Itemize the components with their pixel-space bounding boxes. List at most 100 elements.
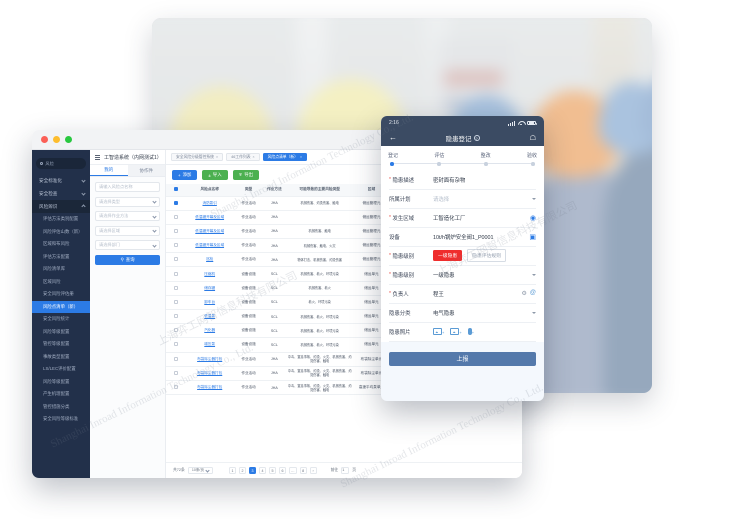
close-button[interactable] — [41, 136, 48, 143]
row-checkbox[interactable] — [173, 328, 178, 333]
action-button-1[interactable]: ± 导入 — [202, 170, 228, 180]
tab-collaboration[interactable]: 协作件 — [127, 165, 165, 176]
filter-field-4[interactable]: 请选择部门 — [95, 240, 160, 250]
row-checkbox-cell[interactable] — [166, 266, 186, 282]
goto-input[interactable]: 1 — [341, 466, 350, 475]
form-value-8[interactable]: + + + — [433, 327, 536, 336]
row-checkbox-cell[interactable] — [166, 252, 186, 268]
breadcrumb-item-2[interactable]: 风险点清单（新） × — [262, 153, 308, 161]
sidebar-item-9[interactable]: 风险等级配置 — [43, 328, 70, 334]
minimize-button[interactable] — [53, 136, 60, 143]
breadcrumb-item-1[interactable]: 46工作列表 × — [226, 153, 260, 161]
filter-field-1[interactable]: 请选择类型 — [95, 196, 160, 207]
sidebar-item-5[interactable]: 区域风险 — [43, 278, 61, 284]
chevron-down-icon[interactable] — [532, 273, 536, 276]
chevron-down-icon[interactable] — [532, 311, 536, 314]
sidebar-search-input[interactable]: 风险 — [36, 158, 86, 169]
sidebar-item-4[interactable]: 风险清单库 — [43, 266, 65, 272]
action-button-2[interactable]: ∓ 导出 — [232, 170, 260, 180]
filter-field-2[interactable]: 请选择作业方法 — [95, 211, 160, 221]
row-checkbox[interactable] — [173, 356, 178, 361]
close-icon[interactable]: × — [215, 155, 219, 159]
row-checkbox-cell[interactable] — [166, 380, 186, 396]
form-value-2[interactable]: 工智造化工厂 ◉ — [433, 214, 536, 222]
sidebar-item-12[interactable]: LS/LEC评价配置 — [43, 366, 76, 372]
table-column-header-0[interactable] — [166, 184, 186, 197]
question-circle-icon[interactable]: ? — [473, 135, 480, 141]
camera-add-icon[interactable]: + — [450, 327, 462, 336]
form-value-4[interactable]: 一级隐患 隐患评估规则 — [433, 249, 536, 263]
tag-0[interactable]: 一级隐患 — [433, 250, 463, 262]
select-all-checkbox[interactable] — [173, 187, 178, 192]
sidebar-item-7[interactable]: 风险点清单（新） — [32, 300, 90, 313]
filter-field-0[interactable]: 请输入风险点名称 — [95, 182, 160, 192]
row-checkbox[interactable] — [173, 299, 178, 304]
voice-add-icon[interactable]: + — [467, 328, 474, 335]
row-checkbox[interactable] — [173, 342, 178, 347]
maximize-button[interactable] — [65, 136, 72, 143]
tab-mine[interactable]: 我的 — [90, 165, 128, 176]
image-add-icon[interactable]: + — [433, 327, 444, 336]
step-dot-2[interactable] — [484, 162, 488, 166]
step-dot-1[interactable] — [437, 162, 441, 166]
step-dot-0[interactable] — [390, 162, 394, 166]
row-checkbox-cell[interactable] — [166, 295, 186, 311]
row-checkbox[interactable] — [173, 200, 178, 205]
row-checkbox[interactable] — [173, 243, 178, 248]
row-checkbox[interactable] — [173, 285, 178, 290]
tag-1[interactable]: 隐患评估规则 — [467, 249, 506, 263]
page-button-2[interactable]: 2 — [239, 467, 247, 474]
row-checkbox[interactable] — [173, 257, 178, 262]
sidebar-item-11[interactable]: 事故类型配置 — [43, 353, 70, 359]
sidebar-item-6[interactable]: 安全风险评估册 — [43, 291, 74, 297]
sidebar-item-3[interactable]: 评估方法配置 — [43, 253, 70, 259]
page-size-select[interactable]: 10条/页 — [187, 466, 214, 475]
sidebar-item-0[interactable]: 评估方法类别配置 — [43, 216, 79, 222]
step-dot-3[interactable] — [531, 162, 536, 166]
form-value-5[interactable]: 一级隐患 — [433, 271, 536, 279]
sidebar-item-1[interactable]: 风险评估山数（新） — [43, 228, 83, 234]
breadcrumb-item-0[interactable]: 安全风险分级管控系统 × — [171, 153, 224, 161]
page-button-5[interactable]: 5 — [269, 467, 277, 474]
row-checkbox[interactable] — [173, 385, 178, 390]
sidebar-item-8[interactable]: 安全风险统计 — [43, 316, 70, 322]
gear-icon[interactable]: ⚙ — [521, 291, 527, 298]
sidebar-group-standardization[interactable]: 安全标准化 — [32, 174, 90, 187]
row-checkbox[interactable] — [173, 214, 178, 219]
sidebar-group-inspection[interactable]: 安全检查 — [32, 187, 90, 200]
sidebar-group-risk-identification[interactable]: 风险辨识 — [32, 200, 90, 213]
action-button-0[interactable]: + 添加 — [172, 170, 198, 180]
page-button-3[interactable]: 3 — [249, 467, 257, 474]
row-checkbox-cell[interactable] — [166, 238, 186, 254]
sidebar-item-10[interactable]: 管控等级配置 — [43, 341, 70, 347]
scan-icon[interactable]: ▣ — [529, 233, 536, 241]
form-value-7[interactable]: 电气隐患 — [433, 309, 536, 317]
at-icon[interactable]: @ — [529, 290, 536, 297]
table-column-header-4[interactable]: 可能导致的主要风险类型 — [285, 184, 354, 197]
table-column-header-2[interactable]: 类型 — [233, 184, 264, 197]
row-checkbox-cell[interactable] — [166, 210, 186, 225]
page-button-1[interactable]: 1 — [229, 467, 237, 474]
sidebar-item-14[interactable]: 产生机理配置 — [43, 391, 70, 397]
submit-button[interactable]: 上报 — [389, 351, 536, 366]
page-button-…[interactable]: … — [289, 467, 297, 474]
table-column-header-3[interactable]: 作业方法 — [263, 184, 286, 197]
form-value-1[interactable]: 请选择 — [433, 195, 536, 203]
sidebar-item-16[interactable]: 安全风险等级标准 — [43, 416, 79, 422]
close-icon[interactable]: × — [252, 155, 255, 159]
map-pin-icon[interactable]: ◉ — [529, 214, 536, 222]
sidebar-item-2[interactable]: 区域和布风险 — [43, 241, 70, 247]
row-checkbox-cell[interactable] — [166, 323, 186, 339]
table-column-header-1[interactable]: 风险点名称 — [185, 184, 234, 197]
row-checkbox-cell[interactable] — [166, 281, 186, 296]
close-icon[interactable]: × — [299, 155, 303, 159]
row-checkbox[interactable] — [173, 271, 178, 276]
search-button[interactable]: ⚲ 查询 — [95, 255, 160, 265]
chevron-down-icon[interactable] — [532, 197, 536, 200]
row-checkbox-cell[interactable] — [166, 352, 186, 367]
row-checkbox[interactable] — [173, 314, 178, 319]
row-checkbox-cell[interactable] — [166, 337, 186, 353]
page-button-6[interactable]: 6 — [279, 467, 287, 474]
menu-icon[interactable] — [95, 154, 100, 160]
filter-field-3[interactable]: 请选择区域 — [95, 225, 160, 236]
